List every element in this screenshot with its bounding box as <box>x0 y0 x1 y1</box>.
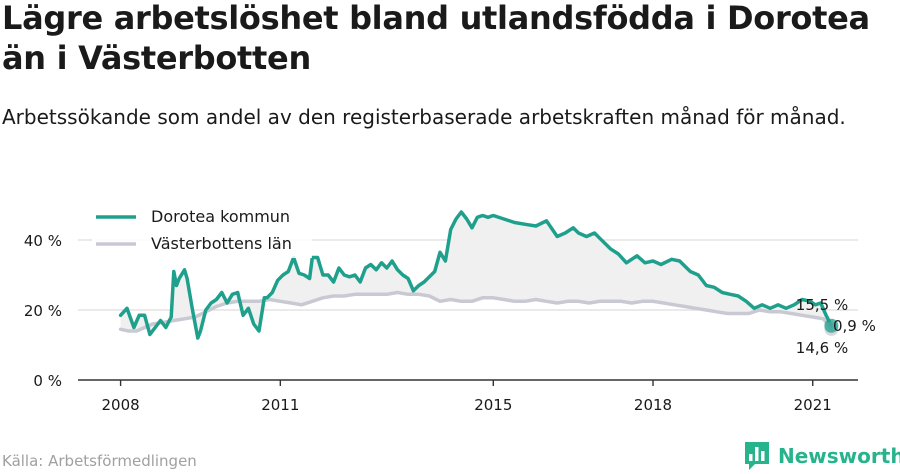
dorotea-end-label: 15,5 % <box>796 296 848 314</box>
brand-name: Newsworthy <box>778 444 900 468</box>
source-note: Källa: Arbetsförmedlingen <box>2 452 197 470</box>
y-tick-label: 0 % <box>33 372 62 390</box>
legend-background <box>92 209 312 231</box>
x-tick-label: 2018 <box>634 396 672 414</box>
legend-label: Dorotea kommun <box>151 207 290 226</box>
vasterbotten-end-label: 14,6 % <box>796 339 848 357</box>
x-tick-label: 2008 <box>102 396 140 414</box>
vasterbotten-line <box>118 290 834 333</box>
difference-area <box>120 212 832 338</box>
y-tick-label: 20 % <box>24 302 62 320</box>
chart-title: Lägre arbetslöshet bland utlandsfödda i … <box>2 0 870 77</box>
bar-chart-logo-icon <box>745 442 769 470</box>
dorotea-line <box>118 210 834 340</box>
x-tick-label: 2015 <box>474 396 512 414</box>
dorotea-end-marker <box>824 318 839 333</box>
x-tick-label: 2021 <box>794 396 832 414</box>
x-tick-label: 2011 <box>261 396 299 414</box>
chart-subtitle: Arbetssökande som andel av den registerb… <box>2 105 846 129</box>
y-tick-label: 40 % <box>24 232 62 250</box>
legend-label: Västerbottens län <box>151 234 292 253</box>
difference-label: 0,9 % <box>833 317 876 335</box>
legend-background <box>92 236 312 258</box>
newsworthy-logo[interactable]: Newsworthy <box>745 442 900 470</box>
